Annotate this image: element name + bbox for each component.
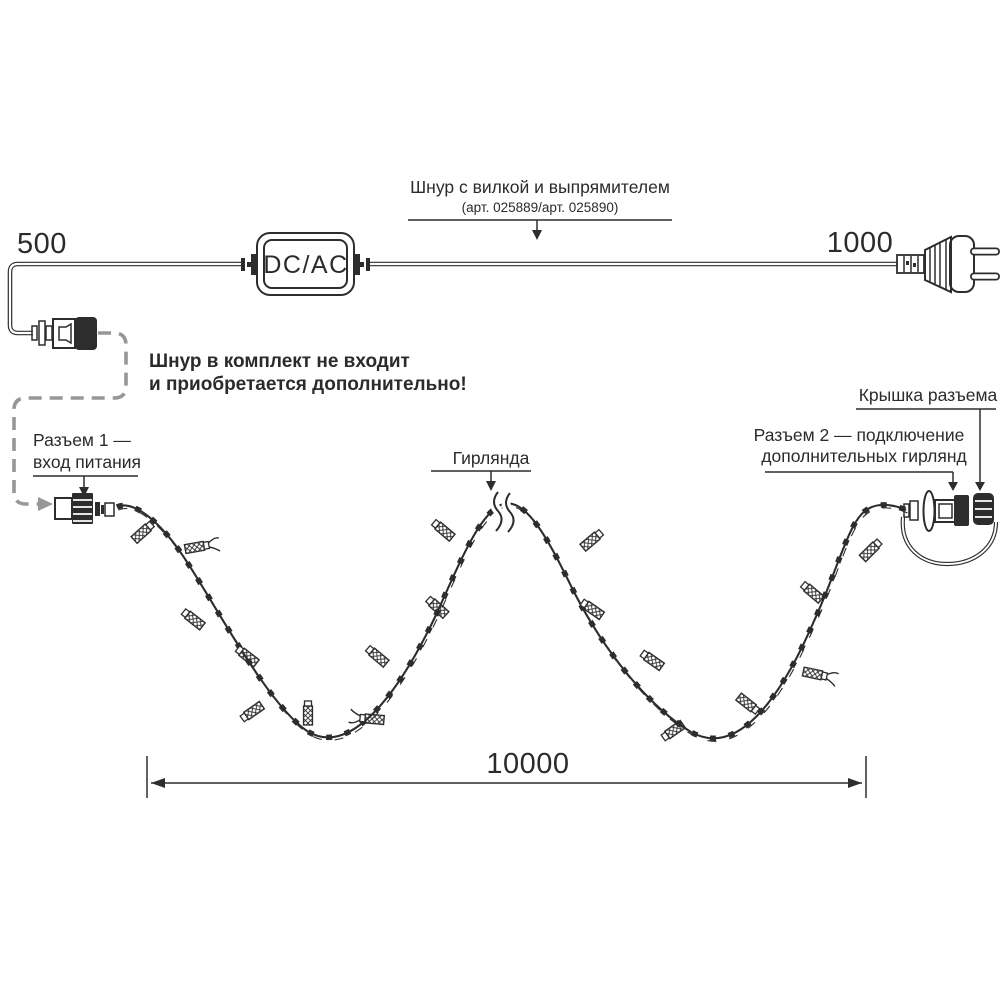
power-cord-assembly: DC/AC 500 1	[7, 227, 1000, 350]
connector1-callout: Разъем 1 — вход питания	[33, 430, 141, 497]
connector1-label-line2: вход питания	[33, 452, 141, 472]
down-arrow-icon	[975, 482, 985, 491]
dimension-line-10000: 10000	[146, 748, 867, 798]
connector2-label-line1: Разъем 2 — подключение	[754, 425, 965, 445]
dim-500-label: 500	[17, 228, 67, 260]
optional-cord-route: Шнур в комплект не входит и приобретаетс…	[12, 331, 467, 511]
connector2-icon	[903, 490, 969, 532]
garland-bulb	[638, 648, 666, 672]
down-arrow-icon	[79, 487, 89, 497]
plug-strain-relief	[896, 254, 925, 274]
garland-bulb	[183, 536, 222, 558]
cap-tether-cord	[900, 516, 999, 567]
down-arrow-icon	[486, 481, 496, 491]
garland-callout: Гирлянда	[431, 448, 531, 491]
garland-bulb	[430, 518, 456, 542]
connector2-label-line2: дополнительных гирлянд	[761, 446, 966, 466]
connector1-label-line1: Разъем 1 —	[33, 430, 131, 450]
garland-bulb	[735, 692, 761, 716]
left-arrow-icon	[151, 778, 165, 788]
power-plug-icon	[924, 235, 1000, 294]
dim-10000-label: 10000	[486, 748, 569, 780]
garland-bulb	[364, 644, 390, 668]
cap-callout: Крышка разъема	[856, 385, 998, 491]
break-mark-icon	[489, 489, 518, 536]
connector2-assembly	[900, 490, 999, 567]
connector-cap-icon	[973, 493, 994, 525]
dim-1000-label: 1000	[827, 227, 894, 259]
connector1-icon	[54, 493, 115, 524]
note-line2: и приобретается дополнительно!	[149, 374, 467, 395]
power-input-connector-icon	[31, 317, 97, 350]
dashed-connection-line	[12, 331, 128, 506]
cap-label: Крышка разъема	[859, 385, 998, 405]
cord-callout: Шнур с вилкой и выпрямителем (арт. 02588…	[408, 177, 672, 240]
garland-bulb	[579, 528, 605, 552]
garland-bulb	[659, 719, 687, 743]
garland-bulb	[800, 665, 840, 688]
note-line1: Шнур в комплект не входит	[149, 351, 410, 372]
connector2-callout: Разъем 2 — подключение дополнительных ги…	[754, 425, 967, 491]
wire-twist-texture	[115, 500, 908, 741]
garland-bulb	[180, 607, 206, 631]
garland-bulb	[578, 597, 606, 621]
down-arrow-icon	[948, 482, 958, 491]
dc-ac-converter-box: DC/AC	[241, 232, 370, 296]
gray-arrow-icon	[38, 497, 53, 511]
garland-bulb	[238, 700, 266, 724]
garland-label: Гирлянда	[453, 448, 530, 468]
cord-callout-title: Шнур с вилкой и выпрямителем	[410, 177, 670, 197]
garland-bulb	[858, 537, 884, 563]
garland-bulb	[799, 580, 825, 604]
cord-callout-subtitle: (арт. 025889/арт. 025890)	[462, 200, 619, 215]
down-arrow-icon	[532, 230, 542, 240]
converter-label: DC/AC	[263, 251, 348, 279]
garland-bulb	[302, 700, 314, 726]
wire-second-strand	[118, 505, 908, 742]
garland-wire	[115, 489, 908, 743]
garland-bulb	[130, 519, 156, 545]
right-arrow-icon	[848, 778, 862, 788]
cord-left-segment	[7, 261, 241, 336]
garland-bulb	[347, 708, 386, 727]
